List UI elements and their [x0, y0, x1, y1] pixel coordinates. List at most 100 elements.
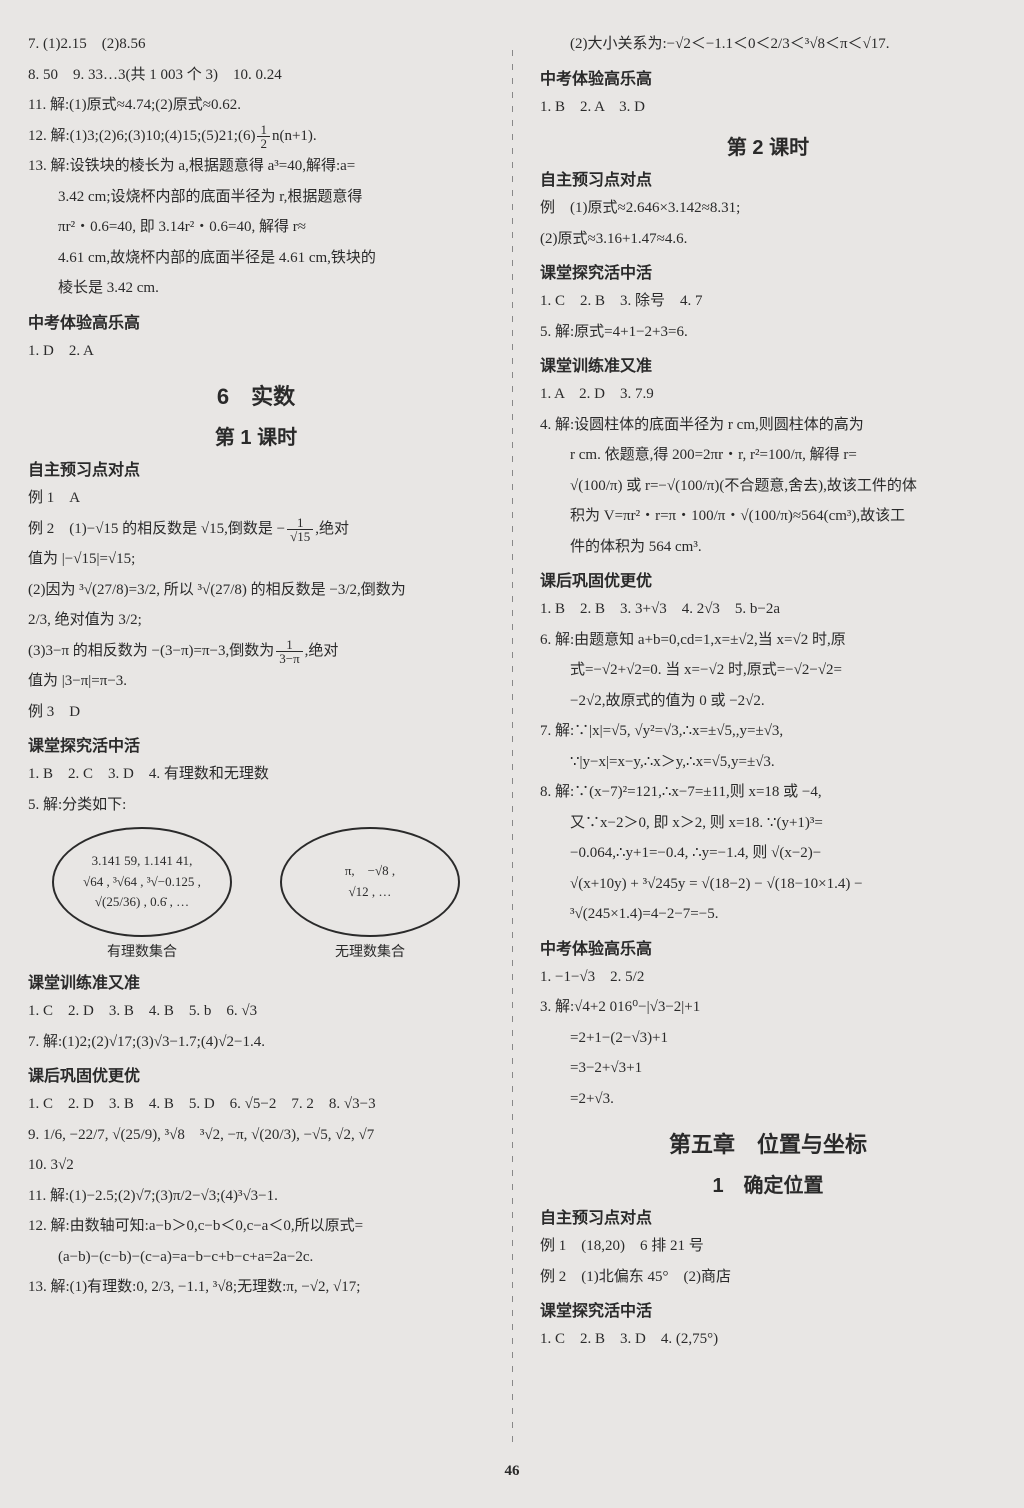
- kxl-r-4d: 积为 V=πr²・r=π・100/π・√(100/π)≈564(cm³),故该工: [540, 502, 996, 531]
- ans-7: 7. (1)2.15 (2)8.56: [28, 30, 484, 59]
- ans-12b: n(n+1).: [272, 128, 317, 144]
- zk-ans-r1: 1. B 2. A 3. D: [540, 93, 996, 122]
- ans-12a: 12. 解:(1)3;(2)6;(3)10;(4)15;(5)21;(6): [28, 128, 255, 144]
- zk-title-r2: 中考体验高乐高: [540, 935, 996, 959]
- zk2-3d: =2+√3.: [540, 1085, 996, 1114]
- venn-label-rational: 有理数集合: [107, 941, 177, 961]
- venn-diagram-row: 3.141 59, 1.141 41, √64 , ³√64 , ³√−0.12…: [28, 827, 484, 937]
- kxl-title-r: 课堂训练准又准: [540, 352, 996, 376]
- page-number: 46: [0, 1463, 1024, 1480]
- zk-ans-1: 1. D 2. A: [28, 337, 484, 366]
- venn2-line2: √12 , …: [349, 882, 392, 903]
- khg-r-1-5: 1. B 2. B 3. 3+√3 4. 2√3 5. b−2a: [540, 595, 996, 624]
- kt-title-r2: 课堂探究活中活: [540, 1297, 996, 1321]
- ans-11: 11. 解:(1)原式≈4.74;(2)原式≈0.62.: [28, 91, 484, 120]
- ex-2f: (3)3−π 的相反数为 −(3−π)=π−3,倒数为13−π,绝对: [28, 637, 484, 666]
- kxl-r-4e: 件的体积为 564 cm³.: [540, 533, 996, 562]
- ex-1: 例 1 A: [28, 484, 484, 513]
- ans-8-10: 8. 50 9. 33…3(共 1 003 个 3) 10. 0.24: [28, 61, 484, 90]
- venn-irrational: π, −√8 , √12 , …: [280, 827, 460, 937]
- kxl-title-1: 课堂训练准又准: [28, 969, 484, 993]
- ans-13d: 4.61 cm,故烧杯内部的底面半径是 4.61 cm,铁块的: [28, 244, 484, 273]
- left-column: 7. (1)2.15 (2)8.56 8. 50 9. 33…3(共 1 003…: [0, 30, 512, 1488]
- kxl-r-4c: √(100/π) 或 r=−√(100/π)(不合题意,舍去),故该工件的体: [540, 472, 996, 501]
- kxl-r-1-3: 1. A 2. D 3. 7.9: [540, 380, 996, 409]
- kxl-r-4b: r cm. 依题意,得 200=2πr・r, r²=100/π, 解得 r=: [540, 441, 996, 470]
- khg-11: 11. 解:(1)−2.5;(2)√7;(3)π/2−√3;(4)³√3−1.: [28, 1182, 484, 1211]
- khg-title-1: 课后巩固优更优: [28, 1062, 484, 1086]
- khg-r-6b: 式=−√2+√2=0. 当 x=−√2 时,原式=−√2−√2=: [540, 656, 996, 685]
- khg-r-7b: ∵|y−x|=x−y,∴x＞y,∴x=√5,y=±√3.: [540, 748, 996, 777]
- khg-r-6a: 6. 解:由题意知 a+b=0,cd=1,x=±√2,当 x=√2 时,原: [540, 626, 996, 655]
- ex-2e: 2/3, 绝对值为 3/2;: [28, 606, 484, 635]
- zk-title-1: 中考体验高乐高: [28, 309, 484, 333]
- khg-12b: (a−b)−(c−b)−(c−a)=a−b−c+b−c+a=2a−2c.: [28, 1243, 484, 1272]
- kt-r-5: 5. 解:原式=4+1−2+3=6.: [540, 318, 996, 347]
- ex-2c: 值为 |−√15|=√15;: [28, 545, 484, 574]
- ans-13b: 3.42 cm;设烧杯内部的底面半径为 r,根据题意得: [28, 183, 484, 212]
- chapter-6-title: 6 实数: [28, 379, 484, 411]
- chapter-5-title: 第五章 位置与坐标: [540, 1127, 996, 1159]
- zk2-1-2: 1. −1−√3 2. 5/2: [540, 963, 996, 992]
- zzyx-ex2: (2)原式≈3.16+1.47≈4.6.: [540, 225, 996, 254]
- zzyx-title-r2: 自主预习点对点: [540, 1204, 996, 1228]
- kxl-r-4a: 4. 解:设圆柱体的底面半径为 r cm,则圆柱体的高为: [540, 411, 996, 440]
- section-1-title: 1 确定位置: [540, 1169, 996, 1198]
- kt-ans-1-4: 1. B 2. C 3. D 4. 有理数和无理数: [28, 760, 484, 789]
- venn2-line1: π, −√8 ,: [345, 861, 395, 882]
- khg-9: 9. 1/6, −22/7, √(25/9), ³√8 ³√2, −π, √(2…: [28, 1121, 484, 1150]
- ans-12: 12. 解:(1)3;(2)6;(3)10;(4)15;(5)21;(6)12n…: [28, 122, 484, 151]
- venn1-line3: √(25/36) , 0.6̇ , …: [95, 892, 189, 913]
- kt2-r: 1. C 2. B 3. D 4. (2,75°): [540, 1325, 996, 1354]
- ex-2i: 值为 |3−π|=π−3.: [28, 667, 484, 696]
- kt-title-r: 课堂探究活中活: [540, 259, 996, 283]
- kxl-1-6: 1. C 2. D 3. B 4. B 5. b 6. √3: [28, 997, 484, 1026]
- r-cont: (2)大小关系为:−√2＜−1.1＜0＜2/3＜³√8＜π＜√17.: [540, 30, 996, 59]
- ex2h-text: ,绝对: [305, 643, 339, 659]
- khg-title-r: 课后巩固优更优: [540, 567, 996, 591]
- ex1-r2: 例 1 (18,20) 6 排 21 号: [540, 1232, 996, 1261]
- venn-rational: 3.141 59, 1.141 41, √64 , ³√64 , ³√−0.12…: [52, 827, 232, 937]
- khg-r-8b: 又∵x−2＞0, 即 x＞2, 则 x=18. ∵(y+1)³=: [540, 809, 996, 838]
- zk2-3a: 3. 解:√4+2 016⁰−|√3−2|+1: [540, 993, 996, 1022]
- zk2-3b: =2+1−(2−√3)+1: [540, 1024, 996, 1053]
- zzyx-ex1: 例 (1)原式≈2.646×3.142≈8.31;: [540, 194, 996, 223]
- kt-title-1: 课堂探究活中活: [28, 732, 484, 756]
- ex2b-text: ,绝对: [315, 521, 349, 537]
- column-divider: [512, 50, 513, 1448]
- lesson-2-title: 第 2 课时: [540, 131, 996, 160]
- right-column: (2)大小关系为:−√2＜−1.1＜0＜2/3＜³√8＜π＜√17. 中考体验高…: [512, 30, 1024, 1488]
- zzyx-title-1: 自主预习点对点: [28, 456, 484, 480]
- khg-r-8e: ³√(245×1.4)=4−2−7=−5.: [540, 900, 996, 929]
- ex2f-text: (3)3−π 的相反数为 −(3−π)=π−3,倒数为: [28, 643, 274, 659]
- kt-r-1-4: 1. C 2. B 3. 除号 4. 7: [540, 287, 996, 316]
- ex-2a: 例 2 (1)−√15 的相反数是 √15,倒数是 −1√15,绝对: [28, 515, 484, 544]
- frac-ex2g: 13−π: [276, 638, 302, 665]
- ans-13c: πr²・0.6=40, 即 3.14r²・0.6=40, 解得 r≈: [28, 213, 484, 242]
- venn1-line2: √64 , ³√64 , ³√−0.125 ,: [83, 872, 201, 893]
- khg-10: 10. 3√2: [28, 1151, 484, 1180]
- venn1-line1: 3.141 59, 1.141 41,: [92, 851, 193, 872]
- khg-12a: 12. 解:由数轴可知:a−b＞0,c−b＜0,c−a＜0,所以原式=: [28, 1212, 484, 1241]
- venn-labels: 有理数集合 无理数集合: [28, 941, 484, 961]
- khg-r-7a: 7. 解:∵|x|=√5, √y²=√3,∴x=±√5,,y=±√3,: [540, 717, 996, 746]
- zk-title-r1: 中考体验高乐高: [540, 65, 996, 89]
- zzyx-title-r: 自主预习点对点: [540, 166, 996, 190]
- khg-r-8d: √(x+10y) + ³√245y = √(18−2) − √(18−10×1.…: [540, 870, 996, 899]
- ex2a-text: 例 2 (1)−√15 的相反数是 √15,倒数是 −: [28, 521, 285, 537]
- zk2-3c: =3−2+√3+1: [540, 1054, 996, 1083]
- kt-ans-5: 5. 解:分类如下:: [28, 791, 484, 820]
- khg-r-8a: 8. 解:∵(x−7)²=121,∴x−7=±11,则 x=18 或 −4,: [540, 778, 996, 807]
- khg-r-6c: −2√2,故原式的值为 0 或 −2√2.: [540, 687, 996, 716]
- frac-ex2: 1√15: [287, 516, 313, 543]
- khg-13: 13. 解:(1)有理数:0, 2/3, −1.1, ³√8;无理数:π, −√…: [28, 1273, 484, 1302]
- ans-13e: 棱长是 3.42 cm.: [28, 274, 484, 303]
- frac-half: 12: [257, 123, 270, 150]
- page-container: 7. (1)2.15 (2)8.56 8. 50 9. 33…3(共 1 003…: [0, 30, 1024, 1488]
- ex-2d: (2)因为 ³√(27/8)=3/2, 所以 ³√(27/8) 的相反数是 −3…: [28, 576, 484, 605]
- venn-label-irrational: 无理数集合: [335, 941, 405, 961]
- ex2-r2: 例 2 (1)北偏东 45° (2)商店: [540, 1263, 996, 1292]
- ans-13a: 13. 解:设铁块的棱长为 a,根据题意得 a³=40,解得:a=: [28, 152, 484, 181]
- khg-r-8c: −0.064,∴y+1=−0.4, ∴y=−1.4, 则 √(x−2)−: [540, 839, 996, 868]
- ex-3: 例 3 D: [28, 698, 484, 727]
